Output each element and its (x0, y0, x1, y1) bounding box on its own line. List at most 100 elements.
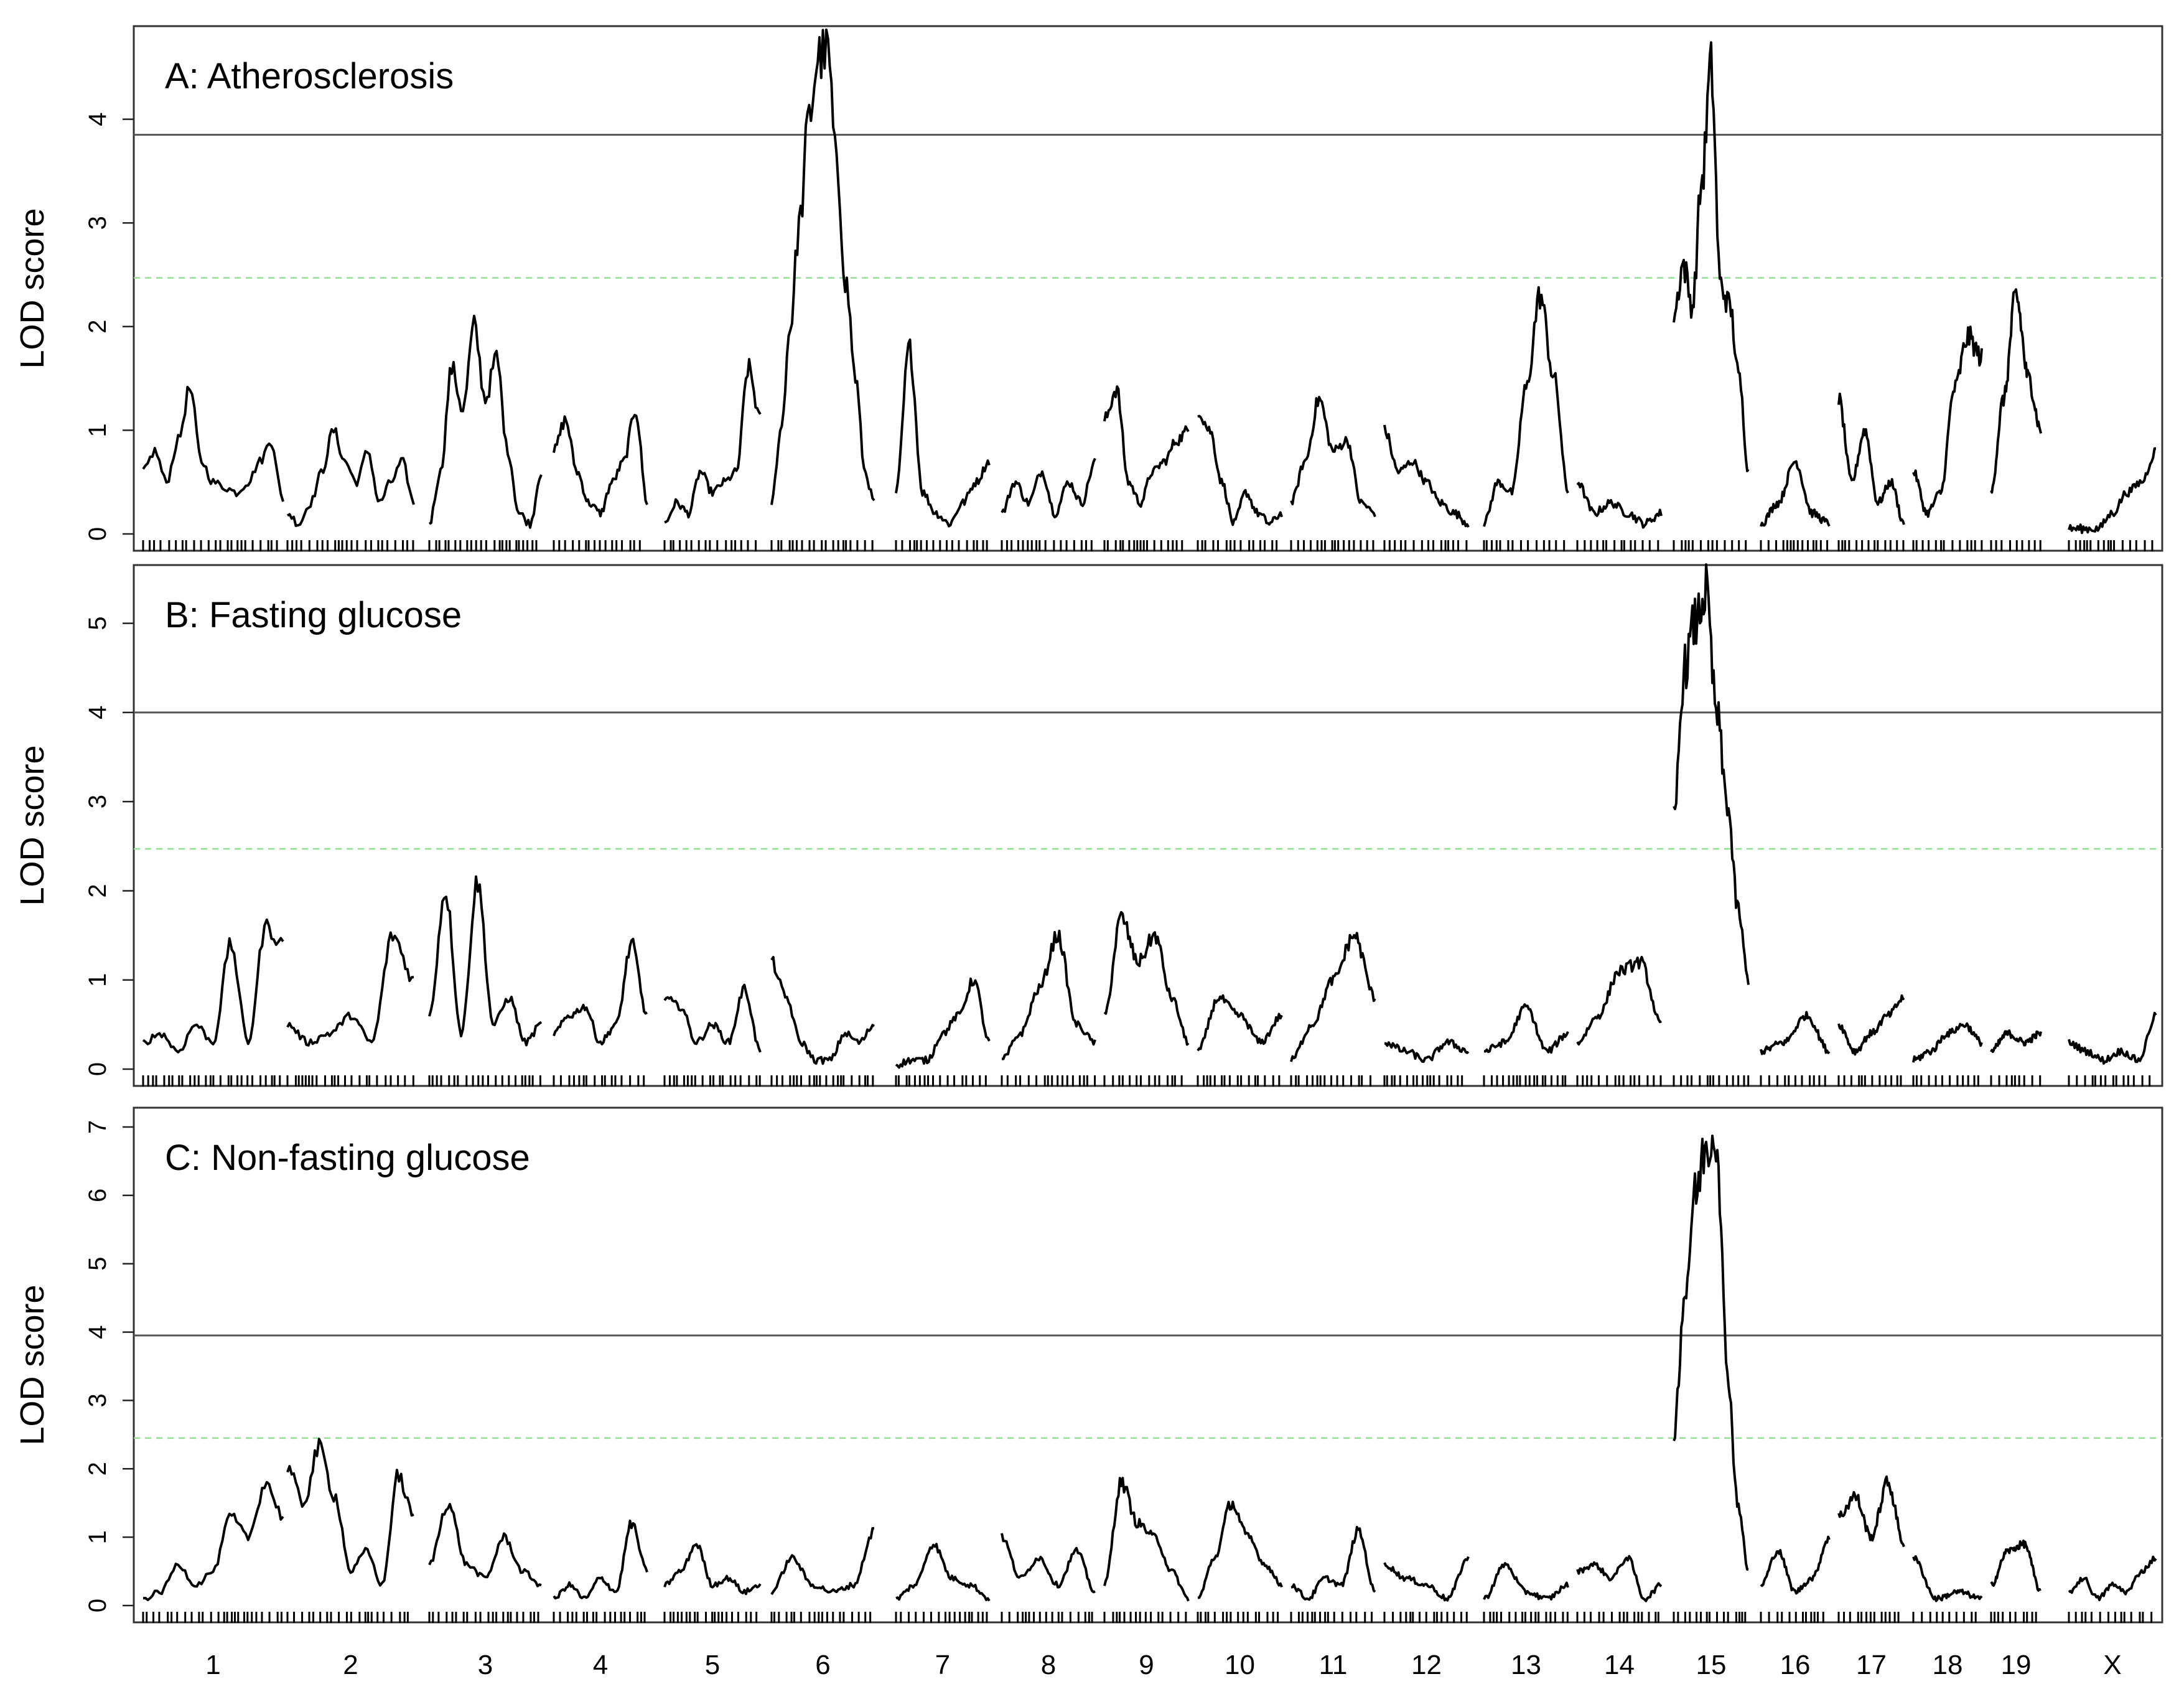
lod-curve-chr-5 (664, 358, 762, 524)
lod-curve-chr-9 (1103, 910, 1190, 1046)
lod-curve-chr-16 (1760, 1011, 1831, 1055)
lod-curve-chr-7 (895, 977, 991, 1069)
chromosome-label-12: 12 (1411, 1650, 1442, 1680)
panel-title: C: Non-fasting glucose (165, 1138, 530, 1178)
lod-curve-chr-4 (553, 937, 648, 1045)
lod-curve-chr-10 (1197, 994, 1283, 1052)
chromosome-label-1: 1 (205, 1650, 220, 1680)
marker-rug (142, 1075, 2151, 1087)
lod-curve-chr-1 (142, 918, 284, 1054)
lod-curve-chr-8 (1002, 929, 1096, 1060)
y-axis-label: LOD score (14, 208, 51, 368)
lod-curve-chr-19 (1990, 288, 2042, 494)
lod-curve-chr-16 (1760, 460, 1831, 527)
y-tick-label: 2 (84, 320, 111, 334)
lod-curve-chr-17 (1837, 1475, 1905, 1548)
lod-curve-chr-14 (1576, 482, 1663, 529)
chromosome-label-11: 11 (1319, 1650, 1348, 1680)
lod-curve-chr-9 (1103, 1477, 1190, 1602)
lod-curve-chr-2 (286, 931, 414, 1047)
chromosome-label-X: X (2103, 1650, 2121, 1680)
lod-curve-chr-18 (1912, 1555, 1983, 1602)
lod-curve-chr-14 (1576, 956, 1662, 1046)
y-axis-label: LOD score (14, 745, 51, 905)
y-tick-label: 3 (84, 1393, 111, 1407)
chromosome-labels: 1 2 3 4 5 6 7 8 9 10 11 12 13 14 15 16 17 18 19 X (205, 1650, 2121, 1680)
chromosome-label-13: 13 (1511, 1650, 1541, 1680)
lod-curve-chr-5 (663, 1543, 762, 1596)
chromosome-label-19: 19 (2001, 1650, 2032, 1680)
y-tick-label: 2 (84, 1462, 111, 1475)
lod-curve-chr-13 (1483, 1003, 1569, 1054)
lod-curve-chr-5 (663, 983, 762, 1053)
lod-curve-chr-11 (1290, 396, 1376, 518)
y-tick-label: 0 (84, 1599, 111, 1612)
lod-curve-chr-8 (1001, 1533, 1096, 1594)
lod-curve-chr-9 (1103, 385, 1190, 508)
y-tick-label: 4 (84, 1325, 111, 1339)
panel-1: 0 1 2 3 4 LOD score A: Atherosclerosis (14, 25, 2163, 552)
lod-curve-chr-12 (1384, 1038, 1470, 1063)
panel-frame (133, 564, 2163, 1087)
panel-frame (133, 1106, 2163, 1624)
chromosome-label-3: 3 (478, 1650, 493, 1680)
chromosome-label-14: 14 (1604, 1650, 1635, 1680)
lod-curve-chr-1 (142, 386, 284, 502)
lod-curve-chr-11 (1290, 1525, 1376, 1601)
lod-curve-chr-X (2068, 1555, 2157, 1601)
chromosome-label-7: 7 (935, 1650, 950, 1680)
lod-curve-chr-4 (553, 1519, 648, 1600)
y-tick-label: 7 (84, 1120, 111, 1134)
chromosome-label-8: 8 (1041, 1650, 1056, 1680)
lod-curve-chr-15 (1673, 41, 1750, 472)
panel-2: 0 1 2 3 4 5 LOD score B: Fasting glucose (14, 563, 2163, 1087)
chromosome-label-9: 9 (1139, 1650, 1154, 1680)
y-tick-label: 2 (84, 884, 111, 897)
marker-rug (142, 1612, 2153, 1623)
lod-curve-chr-10 (1197, 1500, 1283, 1599)
y-tick-label: 0 (84, 527, 111, 541)
chromosome-label-6: 6 (815, 1650, 830, 1680)
y-tick-label: 1 (84, 1530, 111, 1544)
lod-curve-chr-15 (1673, 1134, 1749, 1571)
y-tick-label: 3 (84, 795, 111, 808)
y-tick-label: 5 (84, 617, 111, 630)
chromosome-label-2: 2 (343, 1650, 358, 1680)
lod-curve-chr-11 (1290, 932, 1376, 1062)
lod-curve-chr-3 (428, 875, 543, 1047)
lod-curve-chr-X (2068, 447, 2156, 535)
lod-curve-chr-19 (1990, 1029, 2042, 1054)
lod-curve-chr-4 (553, 414, 648, 518)
lod-curve-chr-6 (770, 956, 875, 1065)
lod-curve-chr-8 (1001, 457, 1096, 518)
y-tick-label: 6 (84, 1189, 111, 1202)
lod-curve-chr-3 (428, 314, 543, 529)
chromosome-label-5: 5 (705, 1650, 720, 1680)
marker-rug (142, 540, 2154, 551)
chromosome-label-15: 15 (1696, 1650, 1727, 1680)
y-tick-label: 0 (84, 1062, 111, 1076)
panel-title: B: Fasting glucose (165, 595, 462, 635)
y-axis-label: LOD score (14, 1284, 51, 1445)
lod-curve-chr-17 (1837, 994, 1905, 1056)
lod-curve-chr-12 (1383, 1556, 1470, 1602)
panel-title: A: Atherosclerosis (165, 56, 454, 96)
lod-curve-chr-13 (1483, 1562, 1569, 1601)
lod-curve-chr-12 (1383, 424, 1470, 528)
lod-curve-chr-2 (286, 427, 415, 527)
lod-curve-chr-13 (1483, 286, 1569, 527)
chromosome-label-10: 10 (1225, 1650, 1255, 1680)
lod-curve-chr-16 (1760, 1535, 1831, 1595)
y-tick-label: 3 (84, 216, 111, 230)
lod-curve-chr-1 (142, 1480, 284, 1601)
lod-curve-chr-3 (428, 1503, 542, 1587)
panel-3: 0 1 2 3 4 5 6 7 LOD score C: Non-fasting glucose (14, 1106, 2163, 1624)
panel-frame (133, 25, 2163, 552)
lod-curve-chr-14 (1576, 1555, 1663, 1602)
y-tick-label: 4 (84, 706, 111, 719)
lod-curve-chr-2 (286, 1438, 414, 1587)
y-tick-label: 5 (84, 1257, 111, 1271)
lod-curve-chr-19 (1990, 1539, 2042, 1592)
lod-curve-chr-15 (1673, 563, 1750, 985)
